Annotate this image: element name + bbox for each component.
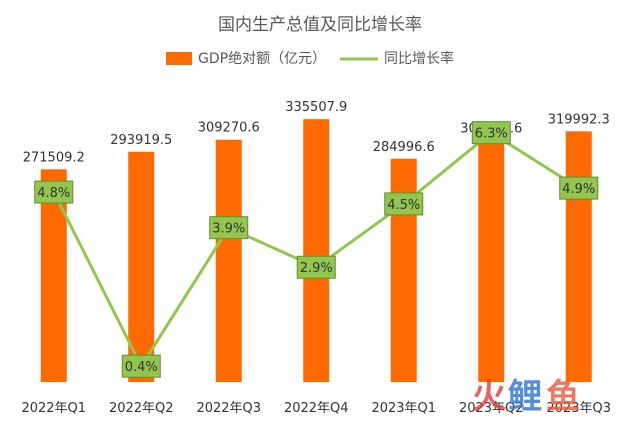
watermark-char-3: 鱼 — [546, 377, 580, 417]
bar-6 — [478, 140, 505, 382]
watermark-logo: 火 鲤 鱼 — [472, 377, 580, 417]
watermark-char-1: 火 — [472, 377, 506, 417]
rate-label-6: 6.3% — [475, 127, 508, 142]
watermark-char-2: 鲤 — [508, 377, 542, 417]
x-tick-label-2: 2022年Q2 — [109, 401, 174, 416]
bar-5 — [390, 158, 417, 382]
bar-4 — [303, 119, 330, 382]
growth-rate-labels: 4.8% 0.4% 3.9% 2.9% 4.5% 6.3% 4.9% — [34, 121, 599, 378]
bar-value-label-5: 284996.6 — [373, 140, 435, 155]
rate-label-box-3 — [209, 216, 249, 240]
rate-label-box-2 — [121, 354, 161, 378]
rate-label-2: 0.4% — [125, 360, 158, 375]
bar-2 — [128, 151, 155, 382]
x-tick-label-5: 2023年Q1 — [371, 401, 436, 416]
rate-label-7: 4.9% — [562, 182, 595, 197]
bar-value-label-2: 293919.5 — [110, 133, 172, 148]
bar-value-label-4: 335507.9 — [285, 100, 347, 115]
bar-1 — [40, 169, 67, 382]
rate-label-box-1 — [34, 180, 74, 204]
legend-line-label: 同比增长率 — [384, 50, 454, 67]
rate-label-box-6 — [471, 121, 511, 145]
bar-7 — [565, 131, 592, 382]
bar-series — [40, 119, 592, 382]
legend-bar-label: GDP绝对额（亿元） — [198, 51, 326, 67]
rate-label-5: 4.5% — [387, 198, 420, 213]
bar-value-label-1: 271509.2 — [23, 150, 85, 165]
bar-value-label-3: 309270.6 — [198, 121, 260, 136]
rate-label-4: 2.9% — [300, 261, 333, 276]
x-tick-label-1: 2022年Q1 — [21, 401, 86, 416]
x-tick-label-7: 2023年Q3 — [546, 401, 611, 416]
rate-label-box-5 — [384, 192, 424, 216]
rate-label-1: 4.8% — [37, 186, 70, 201]
bar-value-label-7: 319992.3 — [548, 112, 610, 127]
bar-3 — [215, 139, 242, 382]
legend: GDP绝对额（亿元） 同比增长率 — [166, 50, 454, 67]
chart-title: 国内生产总值及同比增长率 — [218, 15, 422, 35]
legend-bar-swatch — [166, 52, 192, 65]
x-axis-tick-labels: 2022年Q1 2022年Q2 2022年Q3 2022年Q4 2023年Q1 2023年… — [21, 401, 611, 416]
x-tick-label-3: 2022年Q3 — [196, 401, 261, 416]
x-tick-label-4: 2022年Q4 — [284, 401, 349, 416]
x-tick-label-6: 2023年Q2 — [459, 401, 524, 416]
rate-label-3: 3.9% — [212, 222, 245, 237]
rate-label-box-4 — [296, 255, 336, 279]
rate-label-box-7 — [559, 176, 599, 200]
